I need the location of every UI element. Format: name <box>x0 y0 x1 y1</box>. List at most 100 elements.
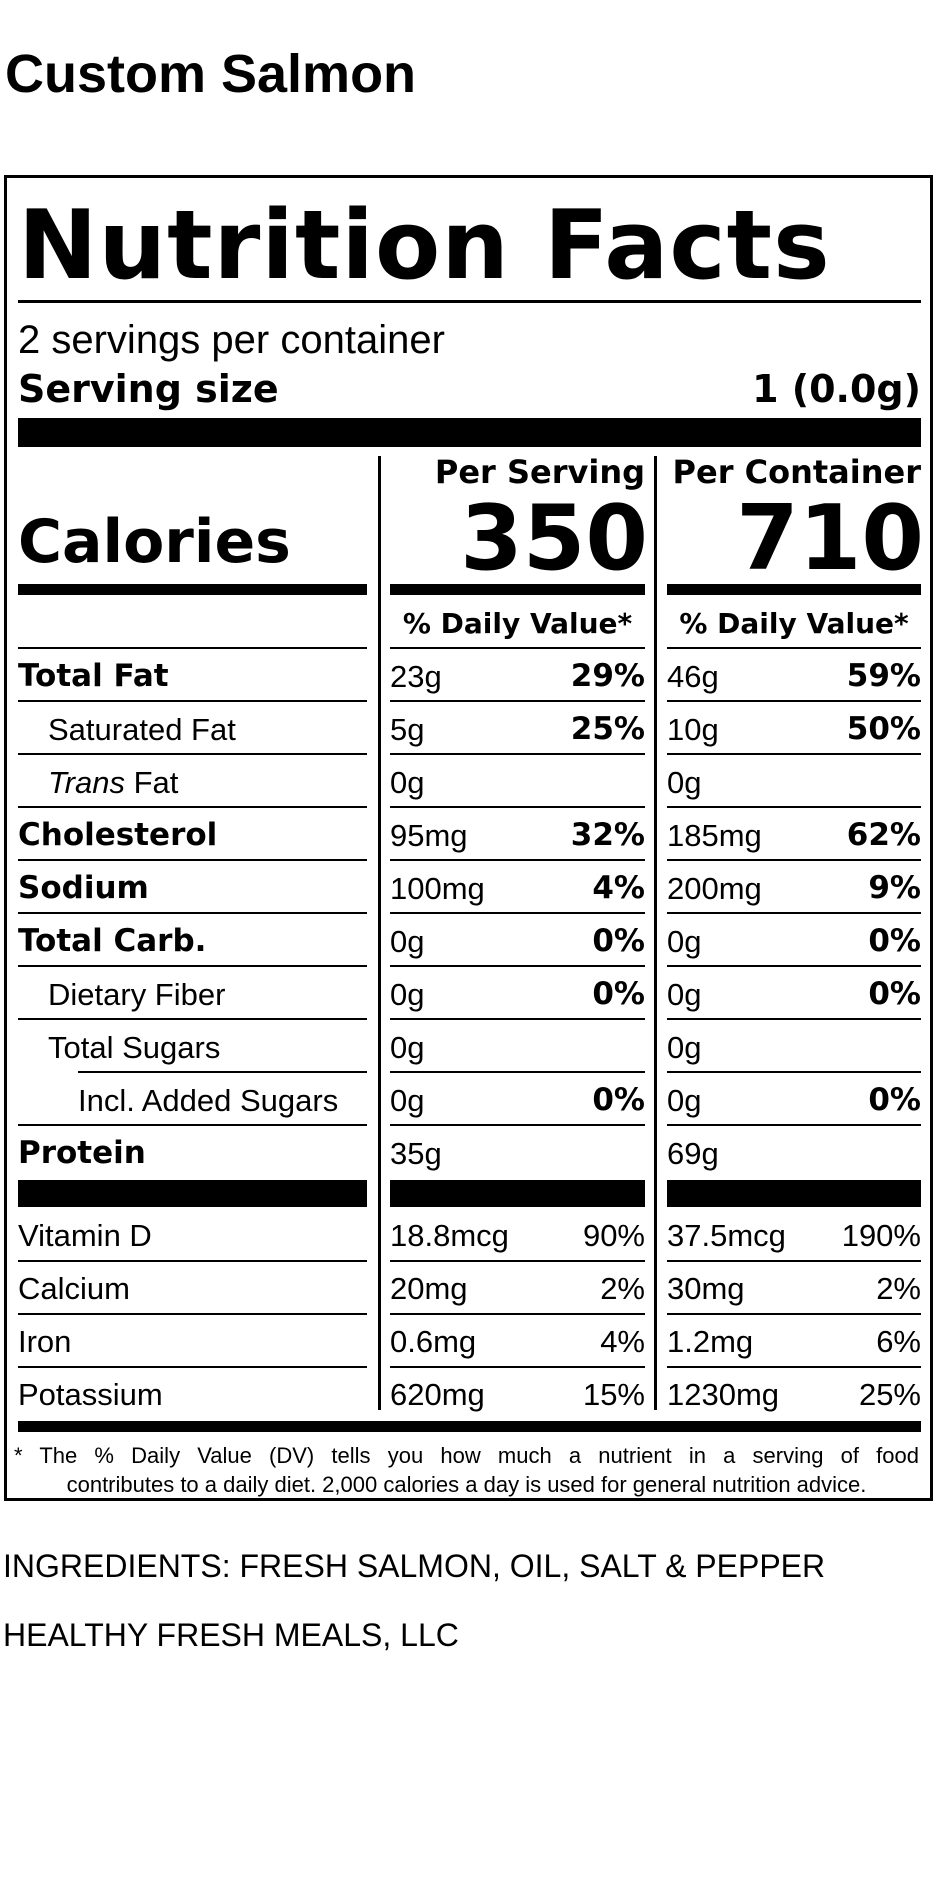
container-daily-value: 62% <box>846 817 921 853</box>
row-rule <box>390 1124 645 1126</box>
container-amount: 10g <box>667 712 719 747</box>
product-title: Custom Salmon <box>5 44 417 104</box>
vitamin-serving-amount: 20mg <box>390 1271 468 1306</box>
serving-amount: 0g <box>390 977 425 1012</box>
serving-size-label: Serving size <box>18 367 279 411</box>
row-rule <box>390 806 645 808</box>
serving-daily-value: 29% <box>570 658 645 694</box>
vitamin-serving-daily-value: 15% <box>582 1377 645 1412</box>
vitamin-container-amount: 30mg <box>667 1271 745 1306</box>
container-daily-value: 0% <box>868 976 921 1012</box>
container-daily-value: 0% <box>868 923 921 959</box>
thick-rule-bottom <box>18 1421 921 1432</box>
vitamin-serving-daily-value: 4% <box>600 1324 645 1359</box>
vitamin-serving-amount: 620mg <box>390 1377 485 1412</box>
calories-per-container: 710 <box>736 486 924 591</box>
row-rule <box>390 1071 645 1073</box>
row-rule <box>667 965 921 967</box>
footnote-line-2: contributes to a daily diet. 2,000 calor… <box>66 1472 867 1497</box>
row-rule <box>18 965 367 967</box>
nutrient-name: Incl. Added Sugars <box>78 1083 339 1118</box>
row-rule <box>390 1260 645 1262</box>
serving-amount: 0g <box>390 924 425 959</box>
row-rule <box>667 1313 921 1315</box>
row-rule <box>18 1366 367 1368</box>
ingredients-text: INGREDIENTS: FRESH SALMON, OIL, SALT & P… <box>3 1548 826 1584</box>
vitamin-container-daily-value: 2% <box>876 1271 921 1306</box>
serving-size-value: 1 (0.0g) <box>752 367 921 411</box>
container-amount: 0g <box>667 977 702 1012</box>
row-rule <box>390 700 645 702</box>
nutrient-name: Sodium <box>18 870 149 906</box>
row-rule <box>667 1071 921 1073</box>
calories-rule-col1 <box>18 584 367 595</box>
vitamin-name: Calcium <box>18 1271 130 1306</box>
calories-rule-col2 <box>390 584 645 595</box>
nutrient-name: Cholesterol <box>18 817 218 853</box>
serving-amount: 23g <box>390 659 442 694</box>
nutrient-name: Saturated Fat <box>48 712 236 747</box>
row-rule <box>18 806 367 808</box>
container-amount: 0g <box>667 1083 702 1118</box>
row-rule <box>667 1018 921 1020</box>
row-rule <box>667 1260 921 1262</box>
daily-value-header-container: % Daily Value* <box>679 607 909 640</box>
serving-amount: 100mg <box>390 871 485 906</box>
row-rule <box>390 753 645 755</box>
row-rule <box>18 753 367 755</box>
calories-rule-col3 <box>667 584 921 595</box>
container-daily-value: 0% <box>868 1082 921 1118</box>
vitamin-name: Vitamin D <box>18 1218 152 1253</box>
row-rule <box>667 700 921 702</box>
footnote-line-1: * The % Daily Value (DV) tells you how m… <box>14 1443 919 1468</box>
serving-amount: 0g <box>390 1030 425 1065</box>
serving-amount: 0g <box>390 1083 425 1118</box>
row-rule <box>390 859 645 861</box>
serving-daily-value: 25% <box>570 711 645 747</box>
per-container-header: Per Container <box>672 453 921 491</box>
container-amount: 200mg <box>667 871 762 906</box>
row-rule <box>18 1313 367 1315</box>
nutrient-name: Total Fat <box>18 658 169 694</box>
nutrient-name: Total Carb. <box>18 923 207 959</box>
serving-daily-value: 4% <box>592 870 645 906</box>
vitamin-serving-amount: 18.8mcg <box>390 1218 509 1253</box>
vitamin-container-daily-value: 25% <box>858 1377 921 1412</box>
daily-value-footnote: * The % Daily Value (DV) tells you how m… <box>14 1441 919 1499</box>
row-rule <box>667 912 921 914</box>
row-rule <box>667 753 921 755</box>
vitamin-rule-col3 <box>667 1180 921 1207</box>
container-amount: 46g <box>667 659 719 694</box>
calories-per-serving: 350 <box>460 486 648 591</box>
container-amount: 185mg <box>667 818 762 853</box>
row-rule <box>390 1018 645 1020</box>
serving-daily-value: 0% <box>592 923 645 959</box>
nutrient-name: Trans Fat <box>48 765 179 800</box>
daily-value-header-serving: % Daily Value* <box>402 607 633 640</box>
serving-daily-value: 0% <box>592 976 645 1012</box>
nutrition-facts-heading: Nutrition Facts <box>18 191 831 301</box>
vitamin-name: Potassium <box>18 1377 163 1412</box>
vitamin-container-daily-value: 190% <box>841 1218 921 1253</box>
container-amount: 0g <box>667 765 702 800</box>
nutrient-name: Protein <box>18 1135 146 1171</box>
nutrient-name-italic: Trans <box>48 765 125 800</box>
container-amount: 0g <box>667 1030 702 1065</box>
vitamin-name: Iron <box>18 1324 72 1359</box>
serving-amount: 5g <box>390 712 425 747</box>
serving-daily-value: 32% <box>570 817 645 853</box>
row-rule <box>667 647 921 649</box>
serving-daily-value: 0% <box>592 1082 645 1118</box>
row-rule <box>18 1260 367 1262</box>
row-rule <box>667 1366 921 1368</box>
row-rule <box>667 859 921 861</box>
vitamin-container-amount: 1.2mg <box>667 1324 754 1359</box>
vitamin-rule-col1 <box>18 1180 367 1207</box>
nutrient-name: Total Sugars <box>48 1030 221 1065</box>
vitamin-container-amount: 37.5mcg <box>667 1218 786 1253</box>
row-rule <box>18 912 367 914</box>
row-rule <box>667 806 921 808</box>
manufacturer-text: HEALTHY FRESH MEALS, LLC <box>3 1617 459 1653</box>
heading-rule <box>18 300 921 303</box>
per-serving-header: Per Serving <box>434 453 645 491</box>
